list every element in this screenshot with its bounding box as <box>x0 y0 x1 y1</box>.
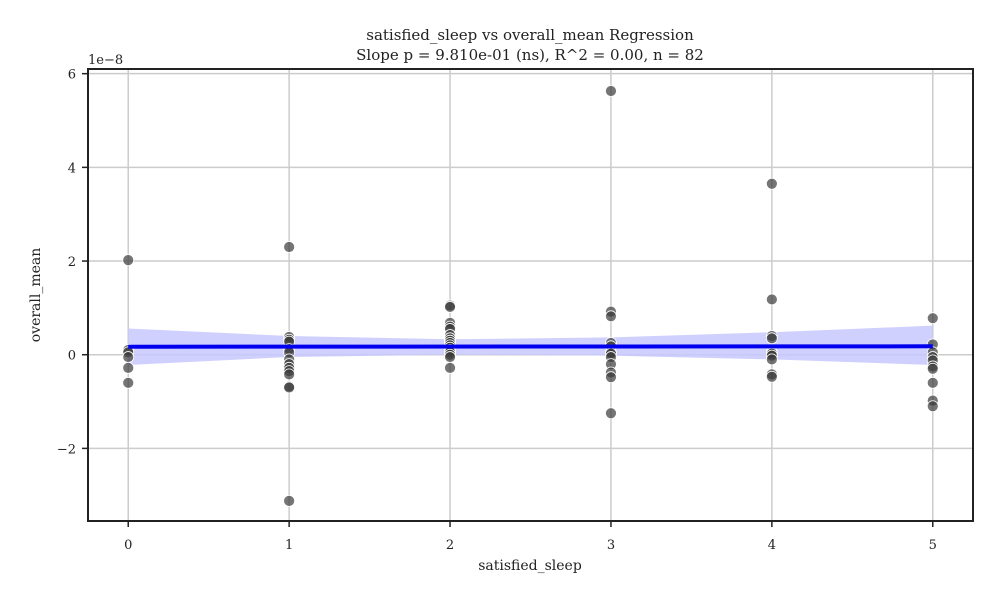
data-point <box>766 333 777 344</box>
data-point <box>445 352 456 363</box>
data-point <box>123 352 134 363</box>
data-point <box>605 311 616 322</box>
data-point <box>766 294 777 305</box>
y-offset-label: 1e−8 <box>88 53 123 68</box>
data-point <box>927 313 938 324</box>
data-point <box>445 301 456 312</box>
x-tick-label: 5 <box>929 538 937 553</box>
data-point <box>284 495 295 506</box>
y-tick-label: 6 <box>68 68 76 83</box>
data-point <box>605 86 616 97</box>
data-point <box>123 255 134 266</box>
x-tick-label: 4 <box>768 538 776 553</box>
points-layer <box>123 86 939 507</box>
data-point <box>927 401 938 412</box>
y-axis-label: overall_mean <box>28 248 44 343</box>
x-tick-label: 3 <box>607 538 615 553</box>
chart-title: satisfied_sleep vs overall_mean Regressi… <box>366 26 694 44</box>
data-point <box>123 362 134 373</box>
x-tick-label: 1 <box>285 538 293 553</box>
data-point <box>284 382 295 393</box>
data-point <box>766 354 777 365</box>
data-point <box>284 369 295 380</box>
data-point <box>284 241 295 252</box>
data-point <box>445 362 456 373</box>
data-point <box>605 408 616 419</box>
y-tick-label: 4 <box>68 161 76 176</box>
x-axis-label: satisfied_sleep <box>478 558 582 574</box>
x-tick-label: 2 <box>446 538 454 553</box>
x-tick-label: 0 <box>124 538 132 553</box>
ticks-layer: 0 1 2 3 4 5 −2 0 2 4 6 <box>57 68 937 553</box>
data-point <box>605 372 616 383</box>
data-point <box>927 377 938 388</box>
y-tick-label: 0 <box>68 349 76 364</box>
chart-subtitle: Slope p = 9.810e-01 (ns), R^2 = 0.00, n … <box>356 46 704 64</box>
data-point <box>766 371 777 382</box>
plot-frame <box>88 69 973 521</box>
data-point <box>927 363 938 374</box>
data-point <box>123 377 134 388</box>
y-tick-label: −2 <box>57 442 76 457</box>
grid-layer <box>88 69 973 521</box>
y-tick-label: 2 <box>68 255 76 270</box>
data-point <box>766 178 777 189</box>
